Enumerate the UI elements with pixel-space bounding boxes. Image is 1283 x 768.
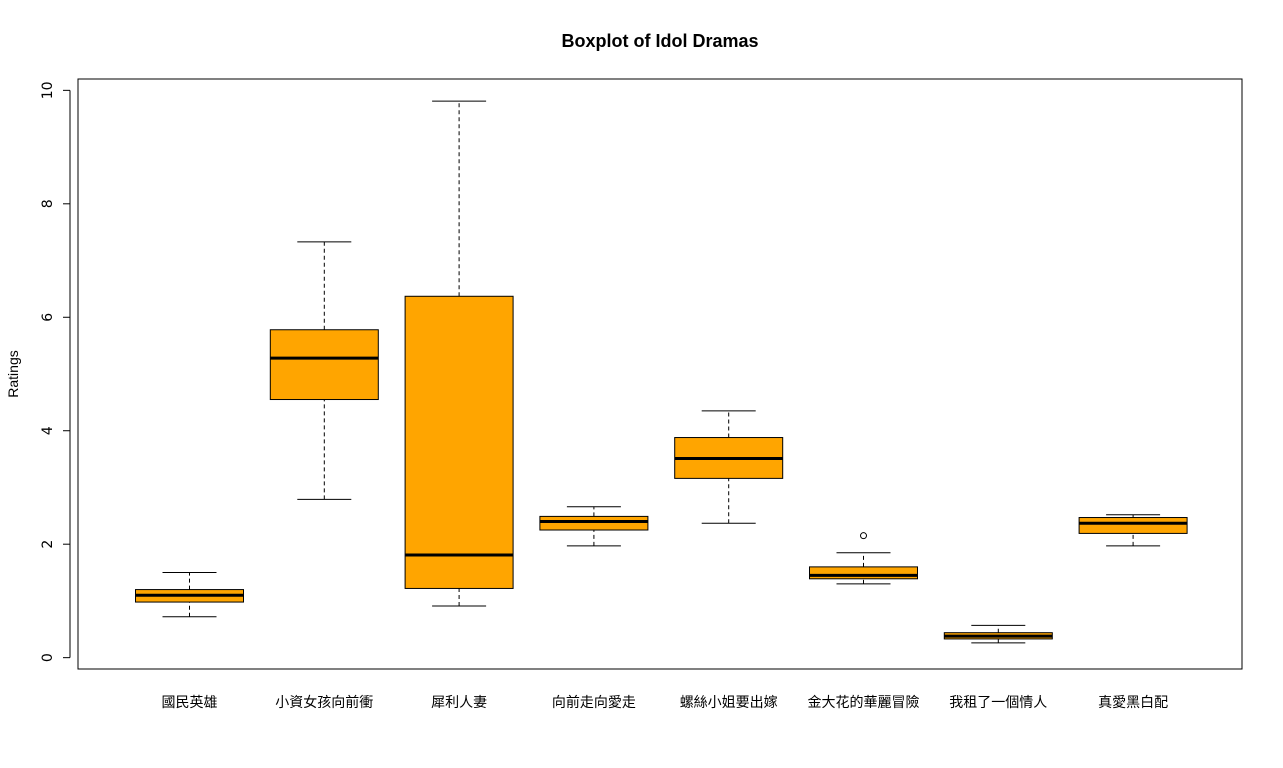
iqr-box [269,329,379,401]
y-tick-label: 8 [40,199,56,208]
category-label: 真愛黑白配 [1098,695,1168,711]
y-tick-label: 10 [40,81,56,99]
y-tick-label: 0 [40,653,56,662]
box-3 [404,100,514,607]
box-6 [809,532,918,585]
category-label: 國民英雄 [162,694,218,711]
box-2 [269,241,379,500]
chart-title: Boxplot of Idol Dramas [561,31,758,51]
category-label: 我租了一個情人 [949,695,1047,711]
iqr-box [1078,517,1188,534]
y-axis: 0 2 4 6 8 10 [40,81,71,662]
plot-area-frame [77,78,1243,670]
category-labels: 國民英雄 小資女孩向前衝 犀利人妻 向前走向愛走 螺絲小姐要出嫁 金大花的華麗冒險 我租了一… [162,694,1169,711]
box-8 [1078,514,1188,547]
category-label: 犀利人妻 [431,695,487,711]
y-tick-label: 4 [40,426,56,435]
y-axis-label: Ratings [5,350,21,397]
category-label: 螺絲小姐要出嫁 [680,695,778,711]
category-label: 向前走向愛走 [552,694,636,711]
category-label: 金大花的華麗冒險 [808,695,920,711]
box-1 [135,572,244,618]
iqr-box [809,566,918,580]
boxes-group [135,100,1188,644]
iqr-box [539,515,649,531]
box-5 [674,410,784,524]
category-label: 小資女孩向前衝 [275,694,373,711]
y-tick-label: 6 [40,313,56,322]
y-tick-label: 2 [40,540,56,549]
iqr-box [404,295,514,589]
outlier-point [860,532,867,540]
box-7 [943,624,1053,644]
box-4 [539,506,649,547]
